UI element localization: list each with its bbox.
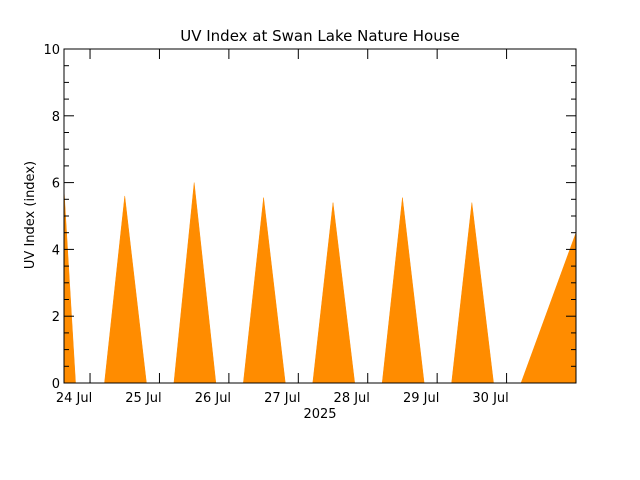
y-tick-label: 6	[52, 177, 60, 192]
x-tick-label: 24 Jul	[56, 391, 92, 406]
uv-day-area-3	[243, 197, 286, 384]
uv-day-area-2	[173, 182, 217, 384]
y-axis-label: UV Index (index)	[23, 161, 38, 269]
y-tick-label: 2	[52, 310, 60, 325]
x-tick-label: 25 Jul	[125, 391, 161, 406]
uv-day-area-7	[520, 232, 577, 384]
x-tick-label: 29 Jul	[403, 391, 439, 406]
y-tick-label: 10	[43, 43, 60, 58]
chart-title: UV Index at Swan Lake Nature House	[180, 27, 460, 45]
x-tick-label: 27 Jul	[264, 391, 300, 406]
axes: 0 2 4 6 8 10 24 Jul 25 Jul 26 Jul 27 Jul 28 Jul 29 …	[43, 43, 577, 406]
uv-day-area-1	[104, 195, 147, 384]
x-tick-label: 26 Jul	[195, 391, 231, 406]
x-tick-label: 30 Jul	[472, 391, 508, 406]
y-tick-label: 4	[52, 243, 60, 258]
uv-day-area-4	[312, 202, 355, 384]
uv-day-area-0	[63, 189, 76, 384]
y-tick-label: 0	[52, 377, 60, 392]
uv-day-area-6	[451, 202, 494, 384]
uv-day-area-5	[381, 197, 425, 384]
x-tick-label: 28 Jul	[334, 391, 370, 406]
uv-series	[63, 182, 577, 384]
x-axis-label: 2025	[303, 407, 336, 422]
y-tick-label: 8	[52, 110, 60, 125]
